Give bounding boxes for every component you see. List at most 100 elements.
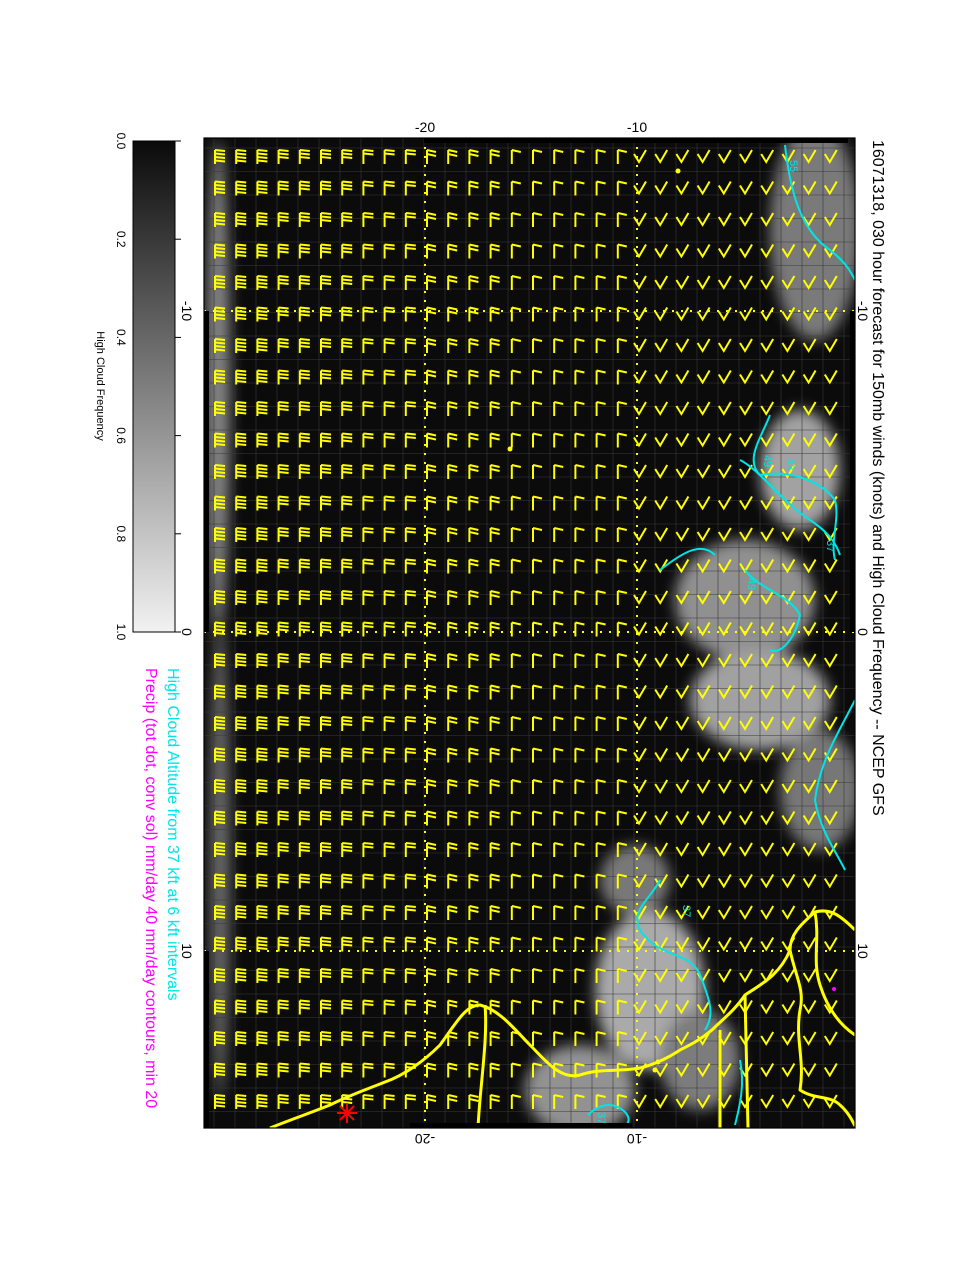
wind-barb xyxy=(341,558,353,574)
wind-barb xyxy=(781,1062,796,1078)
wind-barb xyxy=(510,716,522,731)
wind-barb xyxy=(532,621,543,637)
wind-barb xyxy=(802,653,817,668)
wind-barb xyxy=(383,810,395,826)
wind-barb xyxy=(298,779,310,794)
wind-barb xyxy=(320,527,332,542)
wind-barb xyxy=(277,873,289,889)
wind-barb xyxy=(633,590,647,605)
wind-barb xyxy=(574,621,585,637)
wind-barb xyxy=(654,653,669,668)
wind-barb xyxy=(675,338,690,353)
wind-barb xyxy=(760,621,775,637)
wind-barb xyxy=(781,401,796,416)
wind-barb xyxy=(696,432,711,448)
wind-barb xyxy=(214,810,226,826)
wind-barb xyxy=(760,810,775,826)
wind-barb xyxy=(802,464,817,479)
wind-barb xyxy=(574,968,585,983)
wind-barb xyxy=(489,369,500,385)
wind-barb xyxy=(532,180,543,196)
precip-dot xyxy=(507,446,513,452)
wind-barb xyxy=(320,842,332,857)
wind-barb xyxy=(654,747,669,763)
wind-barb xyxy=(235,149,247,164)
wind-barb xyxy=(256,590,268,605)
wind-barb xyxy=(823,306,838,322)
wind-barb xyxy=(404,842,416,857)
wind-barb xyxy=(574,684,585,700)
wind-barb xyxy=(404,1094,416,1109)
wind-barb xyxy=(654,243,669,259)
wind-barb xyxy=(447,810,458,826)
wind-barb xyxy=(553,527,564,542)
wind-barb xyxy=(341,401,353,416)
wind-barb xyxy=(633,149,647,164)
wind-barb xyxy=(341,779,353,794)
wind-barb xyxy=(781,716,796,731)
wind-barb xyxy=(362,558,374,574)
wind-barb xyxy=(675,212,690,227)
wind-barb xyxy=(802,842,817,857)
wind-barb xyxy=(616,779,628,794)
wind-barb xyxy=(426,180,437,196)
wind-barb xyxy=(362,1031,374,1046)
wind-barb xyxy=(256,621,268,637)
wind-barb xyxy=(654,558,669,574)
wind-barb xyxy=(574,338,585,353)
contour-label: 55 xyxy=(787,160,799,172)
wind-barb xyxy=(616,558,628,574)
wind-barb xyxy=(781,527,796,542)
wind-barb xyxy=(341,873,353,889)
wind-barb xyxy=(760,999,775,1015)
wind-barb xyxy=(675,653,690,668)
wind-barb xyxy=(553,842,564,857)
wind-barb xyxy=(235,842,247,857)
wind-barb xyxy=(277,495,289,511)
wind-barb xyxy=(489,590,500,605)
wind-barb xyxy=(320,779,332,794)
wind-barb xyxy=(235,621,247,637)
wind-barb xyxy=(633,243,647,259)
wind-barb xyxy=(595,401,606,416)
wind-barb xyxy=(696,590,711,605)
wind-barb xyxy=(404,306,416,322)
wind-barb xyxy=(760,747,775,763)
wind-barb xyxy=(654,1031,669,1046)
figure-title: 16071318, 030 hour forecast for 150mb wi… xyxy=(869,140,886,816)
wind-barb xyxy=(616,590,628,605)
wind-barb xyxy=(447,180,458,196)
wind-barb xyxy=(717,558,732,574)
wind-barb xyxy=(717,590,732,605)
wind-barb xyxy=(654,684,669,700)
wind-barb xyxy=(362,810,374,826)
wind-barb xyxy=(510,243,522,259)
wind-barb xyxy=(404,338,416,353)
wind-barb xyxy=(362,432,374,448)
wind-barb xyxy=(298,590,310,605)
wind-barb xyxy=(298,527,310,542)
wind-barb xyxy=(739,873,753,889)
wind-barb xyxy=(320,999,332,1015)
contour-line xyxy=(784,144,855,281)
wind-barb xyxy=(717,149,732,164)
wind-barb xyxy=(510,401,522,416)
wind-barb xyxy=(574,275,585,290)
wind-barb xyxy=(739,275,753,290)
wind-barb xyxy=(510,464,522,479)
wind-barb xyxy=(781,558,796,574)
wind-barb xyxy=(633,684,647,700)
wind-barb xyxy=(320,747,332,763)
wind-barb xyxy=(675,243,690,259)
wind-barb xyxy=(214,369,226,385)
axis-marks: -20 -10 -20 -10 -10 0 10 -10 0 10 xyxy=(179,119,871,1147)
wind-barb xyxy=(633,999,647,1015)
wind-barb xyxy=(341,590,353,605)
wind-barb xyxy=(654,968,669,983)
wind-barb xyxy=(532,747,543,763)
wind-barb xyxy=(362,653,374,668)
wind-barb xyxy=(362,747,374,763)
wind-barb xyxy=(532,590,543,605)
wind-barb xyxy=(256,968,268,983)
wind-barb xyxy=(696,842,711,857)
